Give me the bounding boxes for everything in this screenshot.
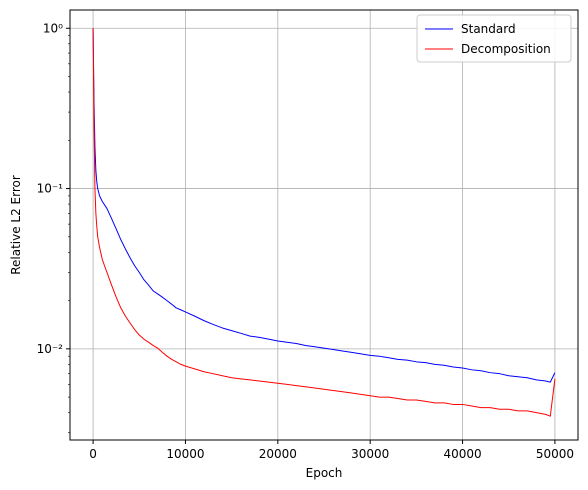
grid-layer (70, 10, 578, 440)
ticks-layer: 0 10000 20000 30000 40000 50000 10⁻² 10⁻¹ 10⁰ (37, 21, 574, 461)
legend: Standard Decomposition (416, 14, 572, 63)
x-tick-label-2: 20000 (259, 447, 297, 461)
series-line-decomposition (92, 28, 556, 417)
x-axis-label: Epoch (306, 466, 343, 480)
frame-layer (69, 9, 579, 441)
series-layer (92, 28, 556, 417)
y-tick-label-1: 10⁻¹ (37, 182, 64, 196)
series-line-standard (92, 28, 556, 383)
x-tick-label-5: 50000 (536, 447, 574, 461)
x-tick-label-1: 10000 (166, 447, 204, 461)
y-axis-label: Relative L2 Error (9, 175, 23, 275)
x-tick-label-4: 40000 (443, 447, 481, 461)
y-tick-label-2: 10⁰ (43, 21, 63, 35)
legend-label-decomposition: Decomposition (461, 42, 551, 56)
x-tick-label-3: 30000 (351, 447, 389, 461)
x-tick-label-0: 0 (89, 447, 97, 461)
plot-area (70, 10, 578, 440)
legend-box (416, 14, 572, 63)
y-tick-label-0: 10⁻² (37, 342, 64, 356)
legend-label-standard: Standard (461, 22, 516, 36)
axes-frame (69, 9, 579, 441)
